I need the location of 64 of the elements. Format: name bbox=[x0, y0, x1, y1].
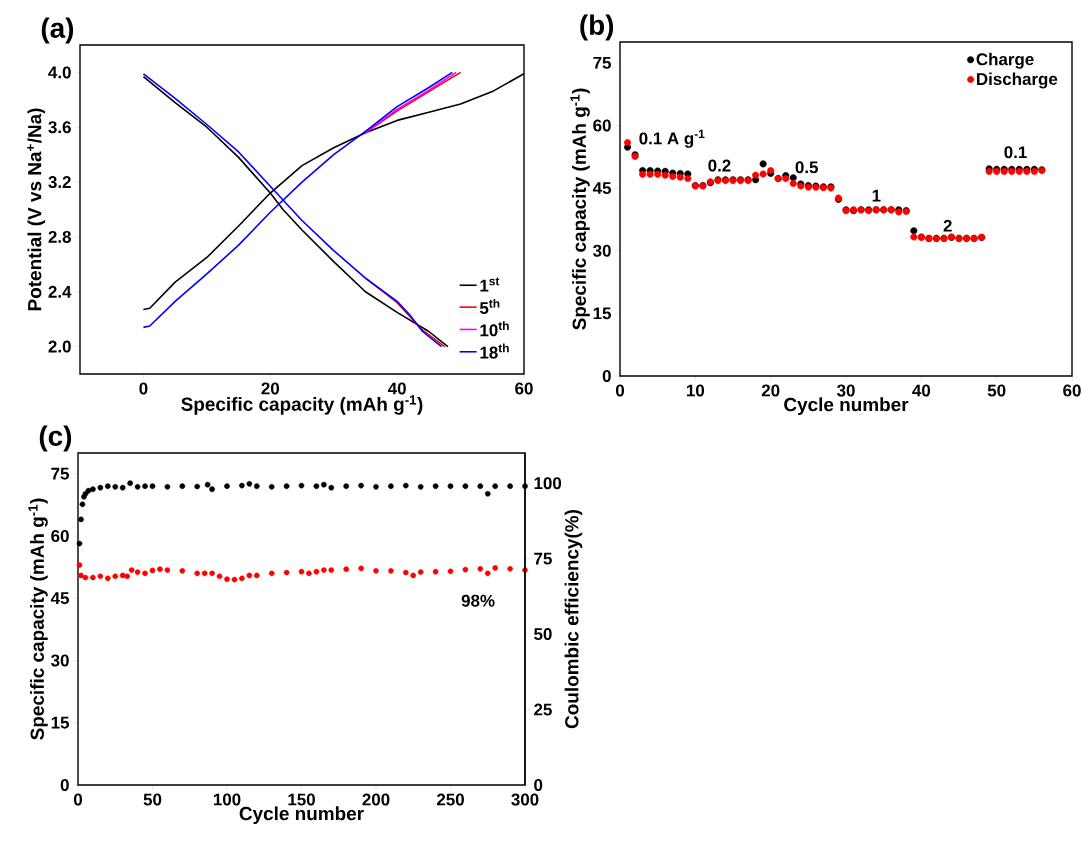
y-tick-label: 4.0 bbox=[48, 66, 71, 79]
x-tick-label: 150 bbox=[288, 793, 315, 806]
x-tick-label: 50 bbox=[987, 384, 1006, 397]
y-tick-label: 60 bbox=[51, 530, 69, 542]
y2-axis-title: Coulombic efficiency(%) bbox=[564, 510, 583, 729]
annotation: 0.2 bbox=[708, 159, 731, 172]
y-tick-label: 75 bbox=[51, 467, 70, 480]
y-tick-label: 60 bbox=[593, 119, 611, 132]
x-tick-label: 100 bbox=[213, 793, 241, 806]
y-tick-label: 45 bbox=[592, 182, 612, 195]
x-axis-title: Cycle number bbox=[784, 397, 909, 416]
y-tick-label: 2.8 bbox=[48, 230, 71, 243]
chart-title: (a) bbox=[41, 17, 74, 44]
y-axis-title: Specific capacity (mAh g$^{-1}$) bbox=[570, 88, 590, 330]
y2-tick-label: 50 bbox=[534, 628, 552, 641]
legend-label: 18$^{th}$ bbox=[480, 343, 509, 359]
y-tick-label: 30 bbox=[51, 654, 69, 667]
x-axis-title: Cycle number bbox=[239, 806, 364, 825]
x-tick-label: 0 bbox=[73, 793, 83, 806]
x-tick-label: 40 bbox=[912, 384, 931, 397]
y-tick-label: 30 bbox=[593, 244, 611, 257]
y2-tick-label: 100 bbox=[534, 477, 562, 490]
x-tick-label: 0 bbox=[139, 382, 148, 395]
y-tick-label: 75 bbox=[593, 56, 612, 69]
y2-tick-label: 75 bbox=[534, 552, 552, 565]
y-tick-label: 45 bbox=[50, 592, 70, 605]
y-tick-label: 2.4 bbox=[48, 285, 72, 298]
y-tick-label: 15 bbox=[51, 716, 70, 729]
legend-label: 5$^{th}$ bbox=[479, 298, 500, 314]
x-tick-label: 200 bbox=[362, 793, 390, 806]
x-tick-label: 300 bbox=[511, 793, 539, 806]
x-tick-label: 60 bbox=[1063, 384, 1081, 397]
y2-tick-label: 25 bbox=[534, 703, 552, 716]
annotation: 1 bbox=[872, 189, 881, 202]
chart-title: (b) bbox=[580, 14, 614, 41]
y-axis-title: Specific capacity (mAh g$^{-1}$) bbox=[28, 498, 48, 740]
x-tick-label: 30 bbox=[836, 384, 855, 397]
legend-label: 10$^{th}$ bbox=[480, 321, 509, 337]
y-axis-title: Potential (V vs Na$^{+}$/Na) bbox=[27, 108, 46, 311]
x-tick-label: 50 bbox=[143, 793, 162, 806]
y-tick-label: 15 bbox=[593, 307, 612, 320]
x-tick-label: 20 bbox=[261, 382, 279, 395]
y-tick-label: 2.0 bbox=[48, 340, 71, 353]
annotation: 0.1 A g$^{-1}$ bbox=[639, 129, 705, 148]
legend-label: Discharge bbox=[977, 72, 1058, 89]
x-tick-label: 60 bbox=[515, 382, 533, 395]
y-tick-label: 3.2 bbox=[48, 176, 71, 189]
x-tick-label: 250 bbox=[436, 793, 464, 806]
y-tick-label: 0 bbox=[60, 779, 69, 791]
annotation: 98% bbox=[461, 594, 495, 607]
x-tick-label: 40 bbox=[387, 382, 406, 395]
x-tick-label: 10 bbox=[686, 384, 705, 397]
annotation: 0.5 bbox=[795, 161, 818, 174]
legend-label: 1$^{st}$ bbox=[480, 277, 500, 292]
legend-label: Charge bbox=[976, 52, 1034, 69]
chart-title: (c) bbox=[39, 425, 72, 452]
x-axis-title: Specific capacity (mAh g$^{-1}$) bbox=[181, 395, 423, 415]
x-tick-label: 20 bbox=[761, 384, 780, 397]
y-tick-label: 3.6 bbox=[48, 121, 71, 134]
annotation: 0.1 bbox=[1004, 146, 1027, 159]
annotation: 2 bbox=[943, 219, 952, 232]
y2-tick-label: 0 bbox=[534, 779, 543, 791]
y-tick-label: 0 bbox=[602, 370, 611, 382]
x-tick-label: 0 bbox=[615, 384, 625, 397]
